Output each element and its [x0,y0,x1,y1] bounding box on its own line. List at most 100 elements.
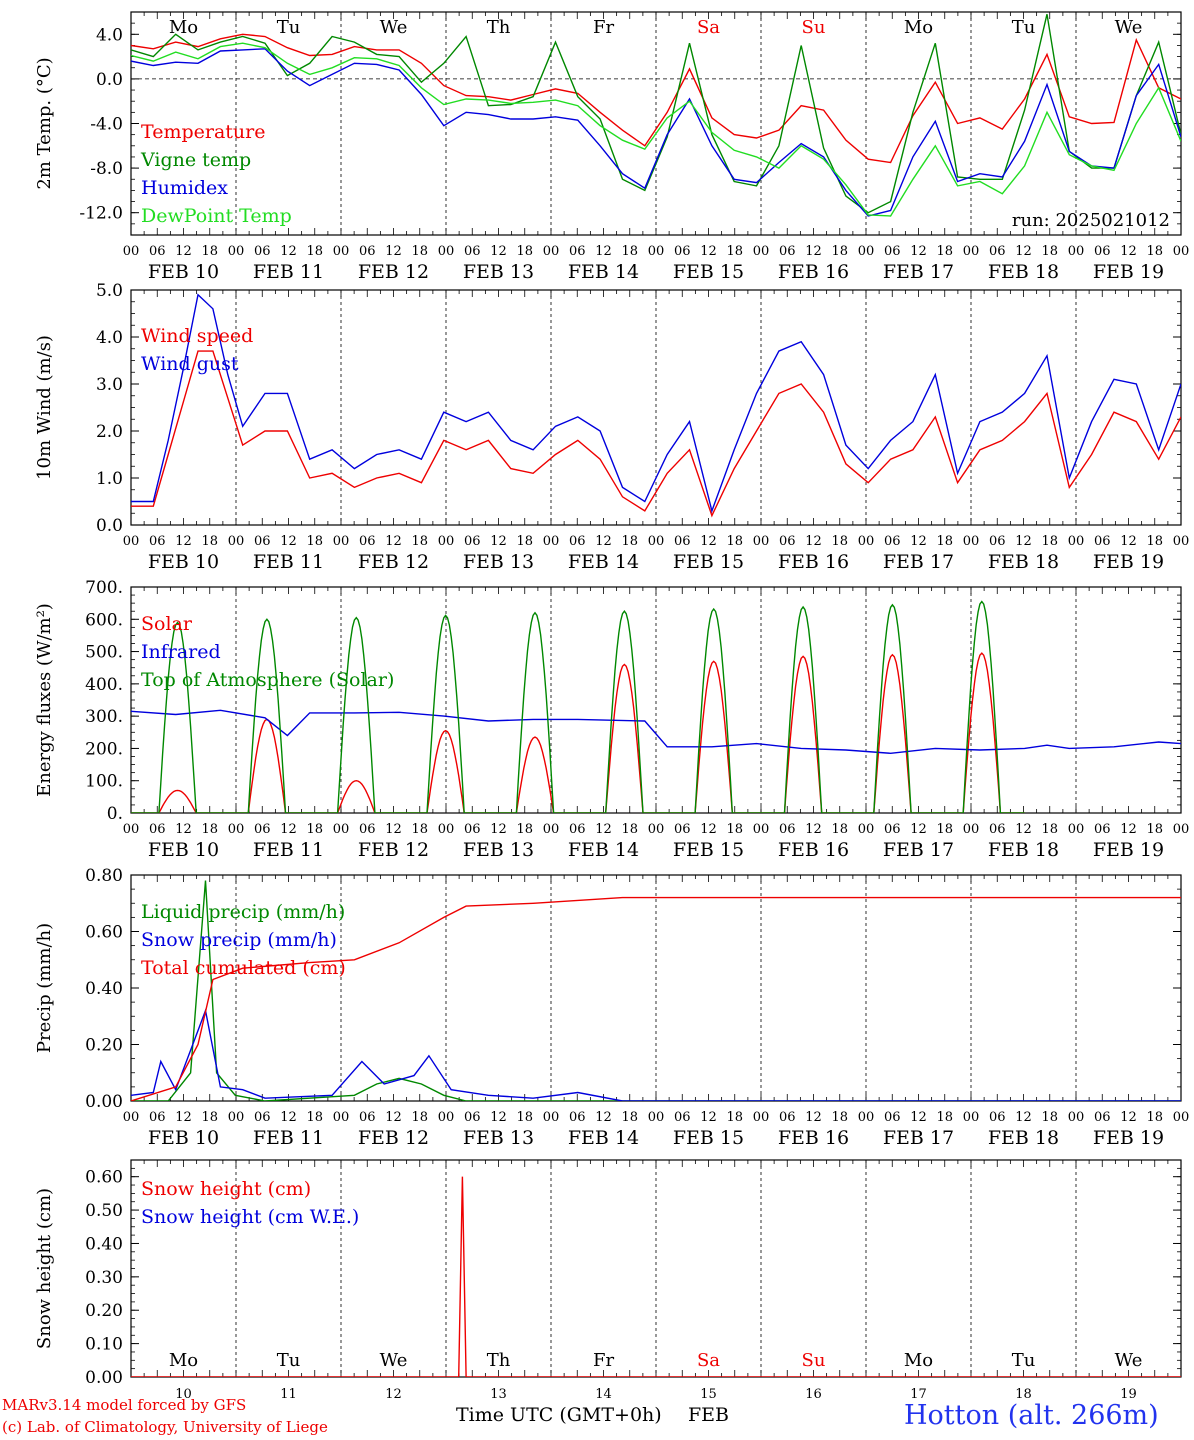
hour-label: 18 [411,244,428,259]
hour-label: 06 [674,244,691,259]
hour-label: 06 [569,534,586,549]
series-line-infrared [131,709,1181,755]
y-tick-label: 0. [107,804,123,824]
y-tick-label: 0.00 [85,1092,123,1112]
series-line-snow-height-cm- [131,1176,1181,1377]
weekday-label: Tu [277,1350,301,1371]
hour-label: 00 [438,822,455,837]
hour-label: 00 [1173,822,1190,837]
hour-label: 12 [490,1110,507,1125]
date-label: FEB 17 [883,551,954,573]
date-label: FEB 11 [253,261,324,283]
y-tick-label: 600. [85,610,123,630]
weekday-label: Sa [697,1350,720,1371]
date-label: FEB 13 [463,261,534,283]
hour-label: 12 [1120,1110,1137,1125]
hour-label: 12 [805,534,822,549]
panel-2: 5.0 4.0 3.0 2.0 1.0 0.0 10m Wind (m/s) 00 06 12 18… [34,281,1189,573]
weekday-label: Mo [904,1350,933,1371]
y-tick-label: 0.40 [85,979,123,999]
y-axis-label: Precip (mm/h) [34,923,55,1053]
legend-entry: Humidex [141,177,228,199]
hour-label: 00 [963,822,980,837]
series-group [131,1176,1181,1377]
legend-entry: Snow height (cm W.E.) [141,1206,359,1228]
y-tick-label: 0.30 [85,1268,123,1288]
hour-label: 12 [1120,534,1137,549]
legend-entry: Top of Atmosphere (Solar) [141,669,394,691]
date-label: FEB 11 [253,1127,324,1149]
panel-4: 0.80 0.60 0.40 0.20 0.00 Precip (mm/h) 00 06 12 1… [34,866,1189,1149]
hour-label: 12 [595,1110,612,1125]
hour-label: 12 [595,534,612,549]
hour-label: 00 [963,244,980,259]
hour-label: 06 [1094,244,1111,259]
hour-label: 12 [175,822,192,837]
hour-label: 18 [936,244,953,259]
hour-label: 12 [280,534,297,549]
hour-label: 00 [1173,1110,1190,1125]
hour-label: 18 [1146,244,1163,259]
hour-label: 06 [989,1110,1006,1125]
weekday-label: Tu [1012,17,1036,38]
hour-label: 00 [333,244,350,259]
hour-label: 18 [201,534,218,549]
hour-label: 00 [648,1110,665,1125]
weekday-label: Th [487,1350,511,1371]
hour-label: 12 [700,244,717,259]
hour-label: 18 [936,822,953,837]
hour-label: 12 [490,822,507,837]
hour-label: 00 [648,822,665,837]
y-tick-label: 0.10 [85,1335,123,1355]
hour-label: 06 [254,244,271,259]
hour-label: 12 [1015,534,1032,549]
hour-label: 00 [123,534,140,549]
hour-label: 18 [201,1110,218,1125]
hour-label: 06 [779,244,796,259]
date-label: FEB 15 [673,261,744,283]
y-axis-label: 2m Temp. (°C) [34,57,55,189]
hour-label: 12 [385,244,402,259]
date-label: FEB 15 [673,1127,744,1149]
y-tick-label: 400. [85,675,123,695]
hour-label: 18 [306,1110,323,1125]
panel-1: 4.0 0.0 -4.0 -8.0 -12.0 2m Temp. (°C) 00 06 12 18… [34,11,1189,283]
hour-label: 12 [385,1110,402,1125]
hour-label: 00 [438,534,455,549]
hour-label: 00 [1068,1110,1085,1125]
hour-label: 00 [753,1110,770,1125]
hour-label: 00 [1068,822,1085,837]
hour-label: 18 [726,534,743,549]
hour-label: 06 [674,822,691,837]
legend-entry: Total cumulated (cm) [141,957,346,979]
date-label: FEB 19 [1093,261,1164,283]
hour-label: 00 [438,244,455,259]
hour-label: 12 [1015,244,1032,259]
hour-label: 00 [438,1110,455,1125]
hour-label: 12 [595,244,612,259]
date-label: FEB 10 [148,261,219,283]
hour-label: 18 [306,822,323,837]
y-tick-label: 0.80 [85,866,123,886]
legend-entry: Snow precip (mm/h) [141,929,337,951]
date-label: FEB 12 [358,839,429,861]
date-label: FEB 14 [568,551,639,573]
hour-label: 12 [1120,822,1137,837]
hour-label: 12 [280,822,297,837]
series-line-total-cumulated-cm- [131,896,1181,1101]
day-number-label: 17 [910,1387,927,1402]
date-label: FEB 18 [988,839,1059,861]
series-line-top-of-atmosphere-solar- [131,600,1025,813]
hour-label: 18 [201,822,218,837]
hour-label: 06 [359,244,376,259]
series-line-temperature [131,33,1181,164]
series-group [131,14,1181,217]
hour-label: 06 [149,244,166,259]
hour-label: 12 [700,822,717,837]
weekday-label: Fr [593,1350,614,1371]
date-label: FEB 12 [358,551,429,573]
hour-label: 00 [648,534,665,549]
weekday-label: Tu [277,17,301,38]
series-line-vigne-temp [131,14,1181,214]
hour-label: 00 [228,822,245,837]
